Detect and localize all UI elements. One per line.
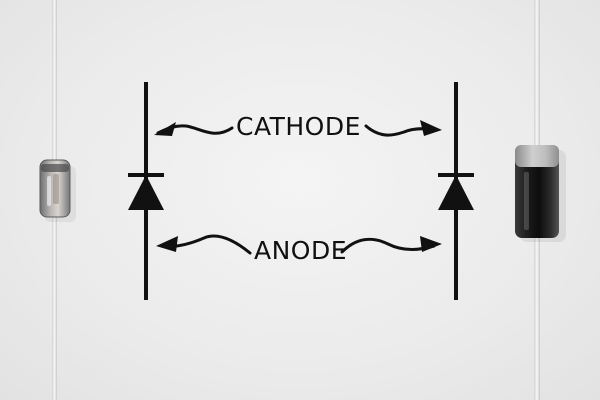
glass-highlight [47, 176, 51, 206]
dark-body [515, 145, 559, 238]
anode-arrow-right [340, 237, 436, 254]
cathode-label: CATHODE [236, 112, 361, 141]
anode-arrowhead-left [156, 236, 178, 252]
cathode-band [515, 145, 559, 167]
symbol-triangle [438, 175, 474, 210]
anode-arrowhead-right [420, 236, 442, 252]
left-diode-symbol [128, 82, 164, 300]
power-diode [515, 0, 566, 400]
cathode-band [41, 164, 69, 172]
body-highlight [524, 172, 529, 230]
glass-signal-diode [39, 0, 76, 400]
cathode-arrows [154, 120, 442, 137]
right-diode-symbol [438, 82, 474, 300]
cathode-arrowhead-left [154, 122, 176, 136]
anode-arrows [156, 234, 442, 255]
cathode-arrowhead-right [420, 120, 442, 136]
symbol-triangle [128, 175, 164, 210]
glass-inner [53, 174, 59, 204]
anode-label: ANODE [254, 236, 348, 265]
